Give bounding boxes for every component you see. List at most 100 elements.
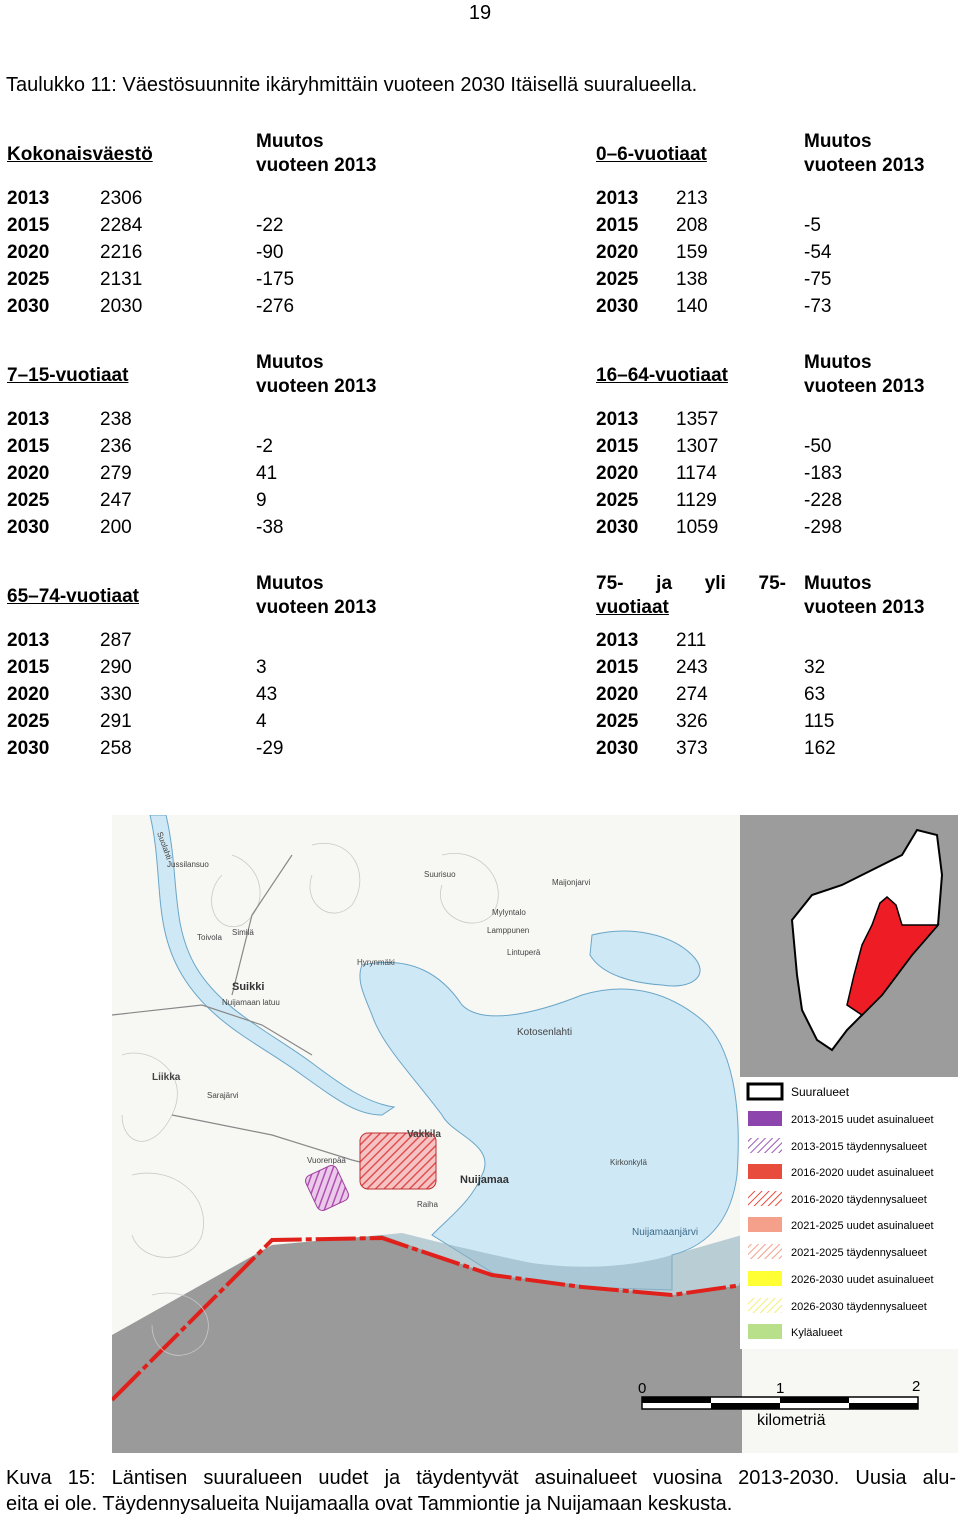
value-cell: 326 — [676, 711, 708, 732]
change-header: Muutos vuoteen 2013 — [256, 352, 377, 397]
value-cell: 373 — [676, 738, 708, 759]
legend-swatch — [748, 1298, 782, 1313]
value-cell: 1307 — [676, 436, 719, 457]
year-cell: 2030 — [7, 517, 50, 538]
table-block-1: Kokonaisväestö Muutos vuoteen 2013 0–6-vu… — [0, 130, 960, 317]
change-cell: -73 — [804, 296, 832, 317]
legend-swatch — [748, 1244, 782, 1259]
year-cell: 2015 — [596, 657, 639, 678]
change-cell: 4 — [256, 711, 267, 732]
table-title: 0–6-vuotiaat — [596, 144, 707, 165]
value-cell: 274 — [676, 684, 708, 705]
place-label: Liikka — [152, 1072, 181, 1083]
change-cell: 115 — [804, 711, 835, 732]
map-river — [149, 815, 396, 1116]
change-header: Muutos vuoteen 2013 — [804, 352, 925, 397]
map-grey-area-lake — [382, 1233, 742, 1295]
value-cell: 258 — [100, 738, 132, 759]
change-cell: -22 — [256, 215, 284, 236]
value-cell: 211 — [676, 630, 707, 651]
year-cell: 2030 — [7, 296, 50, 317]
map-place-labels: Suolahti Suurisuo Maijonjarvi Jussilansu… — [152, 831, 698, 1238]
value-cell: 2030 — [100, 296, 143, 317]
change-header: Muutos vuoteen 2013 — [256, 573, 377, 618]
place-label: Lintuperä — [507, 948, 541, 957]
scale-bar-segment — [642, 1397, 711, 1403]
year-cell: 2015 — [7, 215, 50, 236]
value-cell: 238 — [100, 409, 132, 430]
year-cell: 2020 — [7, 463, 50, 484]
value-cell: 279 — [100, 463, 132, 484]
legend-swatch — [748, 1138, 782, 1153]
figure-caption-line: Kuva 15: Läntisen suuralueen uudet ja tä… — [6, 1467, 956, 1489]
table-title: 75- ja yli 75- vuotiaat — [596, 573, 786, 618]
year-cell: 2020 — [596, 684, 639, 705]
year-cell: 2030 — [7, 738, 50, 759]
legend-swatch — [748, 1164, 782, 1179]
year-cell: 2025 — [596, 269, 639, 290]
map-infill-area-purple — [305, 1165, 349, 1211]
year-cell: 2015 — [7, 436, 50, 457]
year-cell: 2013 — [596, 630, 639, 651]
legend-swatch — [748, 1324, 782, 1339]
value-cell: 1174 — [676, 463, 717, 484]
value-cell: 2306 — [100, 188, 143, 209]
place-label: Nuijamaanjärvi — [632, 1227, 698, 1238]
year-cell: 2013 — [7, 188, 50, 209]
value-cell: 2284 — [100, 215, 143, 236]
change-cell: -38 — [256, 517, 284, 538]
change-header: Muutos vuoteen 2013 — [804, 573, 925, 618]
year-cell: 2020 — [7, 684, 50, 705]
legend-swatch — [748, 1217, 782, 1232]
page-number: 19 — [468, 2, 492, 24]
legend-swatch — [748, 1271, 782, 1286]
table-caption: Taulukko 11: Väestösuunnite ikäryhmittäi… — [6, 74, 698, 96]
legend-label: 2026-2030 täydennysalueet — [791, 1301, 927, 1313]
change-cell: -29 — [256, 738, 284, 759]
area-map: Suolahti Suurisuo Maijonjarvi Jussilansu… — [112, 815, 958, 1453]
change-cell: -276 — [256, 296, 295, 317]
value-cell: 287 — [100, 630, 132, 651]
year-cell: 2013 — [596, 409, 639, 430]
year-cell: 2013 — [7, 409, 50, 430]
scale-bar-segment — [849, 1403, 918, 1409]
scale-bar: 0 1 2 kilometriä — [638, 1378, 920, 1429]
value-cell: 200 — [100, 517, 132, 538]
year-cell: 2025 — [596, 490, 639, 511]
legend-label: 2013-2015 uudet asuinalueet — [791, 1114, 934, 1126]
change-cell: -54 — [804, 242, 832, 263]
year-cell: 2015 — [596, 436, 639, 457]
scale-unit-label: kilometriä — [757, 1412, 826, 1429]
place-label: Suikki — [232, 981, 264, 993]
legend-label: 2013-2015 täydennysalueet — [791, 1141, 927, 1153]
place-label: Maijonjarvi — [552, 878, 590, 887]
change-cell: -5 — [804, 215, 821, 236]
place-label: Raiha — [417, 1200, 438, 1209]
legend-label: 2026-2030 uudet asuinalueet — [791, 1274, 934, 1286]
value-cell: 1059 — [676, 517, 719, 538]
year-cell: 2015 — [7, 657, 50, 678]
change-cell: -183 — [804, 463, 843, 484]
year-cell: 2020 — [596, 463, 639, 484]
place-label: Nuijamaa — [460, 1174, 510, 1186]
change-cell: -2 — [256, 436, 273, 457]
year-cell: 2025 — [7, 490, 50, 511]
value-cell: 243 — [676, 657, 708, 678]
map-lake-east — [589, 930, 701, 987]
scale-tick-label: 1 — [776, 1380, 784, 1397]
value-cell: 2131 — [100, 269, 143, 290]
map-grey-area — [112, 1235, 742, 1453]
value-cell: 1357 — [676, 409, 719, 430]
scale-bar-segment — [780, 1397, 849, 1403]
legend-label: 2016-2020 täydennysalueet — [791, 1194, 927, 1206]
change-header: Muutos vuoteen 2013 — [804, 131, 925, 176]
map-border-line — [112, 1235, 743, 1402]
legend-swatch — [746, 1082, 784, 1101]
map-infill-area-red — [359, 1132, 437, 1190]
value-cell: 1129 — [676, 490, 717, 511]
year-cell: 2025 — [7, 711, 50, 732]
change-cell: 41 — [256, 463, 278, 484]
change-cell: -75 — [804, 269, 832, 290]
table-title: 65–74-vuotiaat — [7, 586, 140, 607]
legend-label: 2021-2025 uudet asuinalueet — [791, 1220, 934, 1232]
